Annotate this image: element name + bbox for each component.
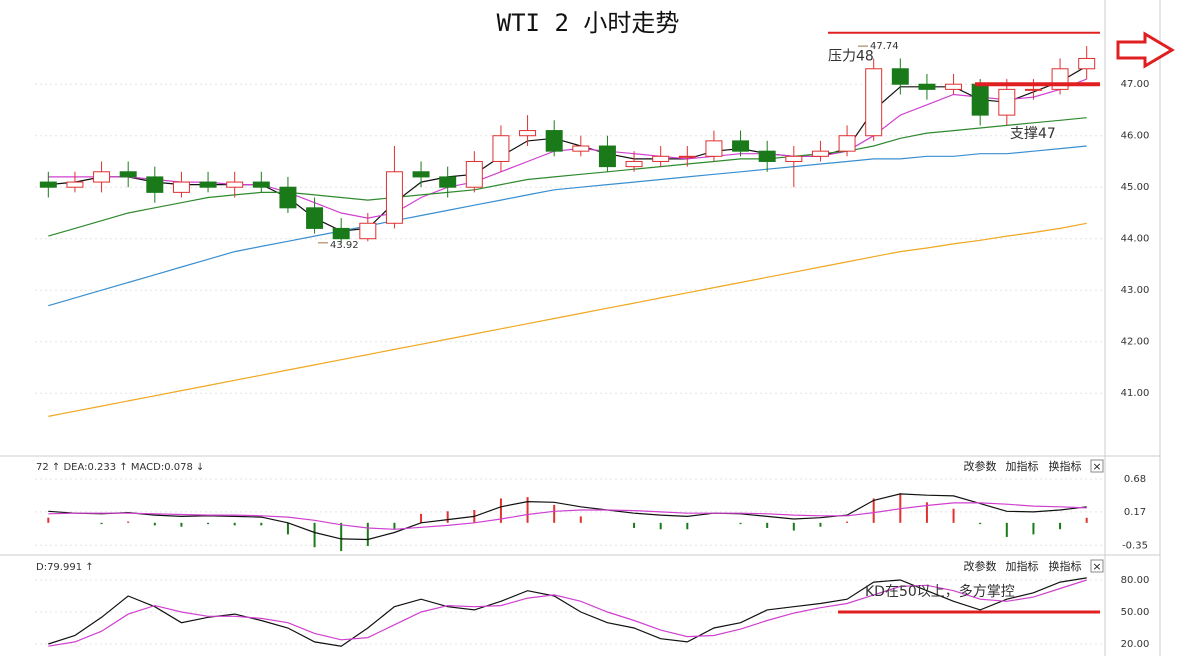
candle-body (1024, 88, 1042, 91)
chart-title: WTI 2 小时走势 (497, 9, 680, 37)
line (48, 145, 1087, 307)
candle-body (412, 171, 430, 178)
price-label: 47.74 (870, 41, 899, 52)
candle-body (652, 155, 670, 162)
candle-body (279, 186, 297, 209)
close-box (1090, 559, 1104, 573)
price-label: 43.92 (330, 240, 359, 251)
y-tick-label: 43.00 (1121, 285, 1150, 296)
candle-body (172, 181, 190, 193)
button[interactable]: 加指标 (1006, 559, 1039, 573)
candle-body (1051, 68, 1069, 90)
candle-body (519, 130, 537, 137)
y-tick-label: 42.00 (1121, 337, 1150, 348)
candle-body (146, 176, 164, 193)
candle-body (678, 155, 696, 158)
candle-body (598, 145, 616, 168)
y-tick-label: 46.00 (1121, 131, 1150, 142)
candle-body (758, 150, 776, 162)
line (48, 78, 1087, 219)
line (48, 222, 1087, 417)
candle-body (785, 155, 803, 162)
annotation: KD在50以上，多方掌控 (865, 583, 1015, 600)
annotation: 压力48 (828, 49, 874, 65)
indicator-header: 72 ↑ DEA:0.233 ↑ MACD:0.078 ↓ (36, 462, 204, 473)
candle-body (732, 140, 750, 152)
y-tick-label: -0.35 (1122, 540, 1148, 551)
button[interactable]: × (1092, 460, 1101, 473)
candle-body (39, 181, 57, 188)
line (48, 493, 1087, 541)
y-tick-label: 45.00 (1121, 182, 1150, 193)
candle-body (572, 145, 590, 152)
close-box (1090, 459, 1104, 473)
indicator-header: D:79.991 ↑ (36, 562, 94, 573)
candle-body (891, 68, 909, 85)
candle-body (971, 83, 989, 116)
y-tick-label: 80.00 (1121, 575, 1150, 586)
candle-body (66, 181, 84, 188)
y-tick-label: 0.68 (1124, 474, 1146, 485)
candle-body (465, 160, 483, 188)
candle-body (492, 135, 510, 162)
candle-body (998, 88, 1016, 116)
y-tick-label: 20.00 (1121, 639, 1150, 650)
y-tick-label: 47.00 (1121, 79, 1150, 90)
candle-body (385, 171, 403, 224)
y-tick-label: 50.00 (1121, 607, 1150, 618)
candle-body (865, 68, 883, 137)
line (48, 65, 1088, 232)
candle-body (226, 181, 244, 188)
line (48, 579, 1087, 647)
candle-body (439, 176, 457, 188)
candle-body (918, 83, 936, 90)
y-tick-label: 44.00 (1121, 234, 1150, 245)
candle-body (705, 140, 723, 157)
candle-body (119, 171, 137, 178)
candle-body (945, 83, 963, 90)
candle-body (1078, 57, 1096, 70)
candle-body (252, 181, 270, 188)
button[interactable]: × (1092, 560, 1101, 573)
candle-body (332, 227, 350, 240)
candle-body (545, 130, 563, 152)
button[interactable]: 换指标 (1049, 459, 1082, 473)
candle-body (199, 181, 217, 188)
candle-body (306, 207, 324, 229)
line (48, 502, 1087, 530)
y-tick-label: 0.17 (1124, 507, 1146, 518)
annotation: 支撑47 (1010, 126, 1056, 142)
candle-body (625, 160, 643, 168)
button[interactable]: 改参数 (964, 459, 997, 473)
candle-body (811, 150, 829, 157)
arrow-icon (1116, 31, 1175, 69)
button[interactable]: 加指标 (1006, 459, 1039, 473)
y-tick-label: 41.00 (1121, 388, 1150, 399)
candle-body (838, 135, 856, 152)
candle-body (93, 171, 111, 183)
line (48, 117, 1087, 237)
candle-body (359, 222, 377, 240)
button[interactable]: 改参数 (964, 559, 997, 573)
button[interactable]: 换指标 (1049, 559, 1082, 573)
